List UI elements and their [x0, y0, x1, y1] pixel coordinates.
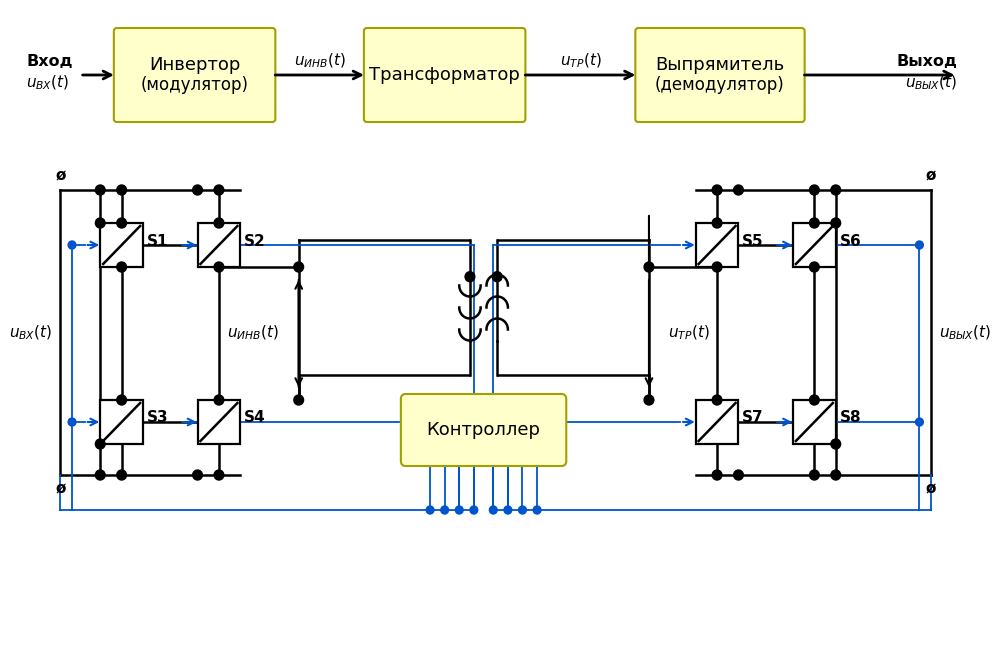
Circle shape — [95, 470, 105, 480]
Circle shape — [294, 262, 304, 272]
Circle shape — [712, 218, 722, 228]
Bar — [100, 223, 143, 267]
Circle shape — [117, 218, 127, 228]
Text: $u_{ВХ}(t)$: $u_{ВХ}(t)$ — [9, 324, 53, 342]
Text: $u_{ТР}(t)$: $u_{ТР}(t)$ — [559, 52, 601, 70]
Circle shape — [809, 185, 819, 195]
Text: ø: ø — [55, 168, 66, 183]
Circle shape — [644, 262, 653, 272]
Bar — [695, 223, 738, 267]
Text: $u_{ВХ}(t)$: $u_{ВХ}(t)$ — [26, 74, 70, 92]
Circle shape — [712, 262, 722, 272]
Circle shape — [68, 418, 76, 426]
Circle shape — [915, 418, 923, 426]
Text: S6: S6 — [839, 233, 861, 248]
Text: Трансформатор: Трансформатор — [370, 66, 520, 84]
Text: S7: S7 — [742, 411, 764, 426]
Circle shape — [117, 262, 127, 272]
FancyBboxPatch shape — [401, 394, 566, 466]
Text: ø: ø — [55, 482, 66, 497]
FancyBboxPatch shape — [364, 28, 525, 122]
Text: Инвертор: Инвертор — [149, 56, 241, 74]
Text: Выпрямитель: Выпрямитель — [655, 56, 784, 74]
Text: $u_{ТР}(t)$: $u_{ТР}(t)$ — [668, 324, 710, 342]
Circle shape — [831, 218, 840, 228]
Circle shape — [533, 506, 541, 514]
Circle shape — [712, 395, 722, 405]
Text: S1: S1 — [147, 233, 169, 248]
Text: Выход: Выход — [896, 53, 957, 68]
Circle shape — [294, 395, 304, 405]
Circle shape — [117, 395, 127, 405]
Text: (модулятор): (модулятор) — [141, 76, 249, 94]
Circle shape — [214, 218, 224, 228]
FancyBboxPatch shape — [635, 28, 804, 122]
Circle shape — [712, 470, 722, 480]
Circle shape — [831, 185, 840, 195]
Circle shape — [733, 185, 743, 195]
Circle shape — [831, 439, 840, 449]
Circle shape — [214, 395, 224, 405]
Text: S8: S8 — [839, 411, 861, 426]
Bar — [793, 400, 836, 444]
FancyBboxPatch shape — [114, 28, 276, 122]
Circle shape — [95, 218, 105, 228]
Circle shape — [117, 185, 127, 195]
Circle shape — [214, 185, 224, 195]
Text: $u_{ВЫХ}(t)$: $u_{ВЫХ}(t)$ — [939, 324, 991, 342]
Circle shape — [193, 185, 203, 195]
Circle shape — [733, 470, 743, 480]
Text: ø: ø — [926, 482, 936, 497]
Text: $u_{ВЫХ}(t)$: $u_{ВЫХ}(t)$ — [905, 74, 957, 92]
Circle shape — [441, 506, 449, 514]
Circle shape — [466, 272, 475, 281]
Circle shape — [95, 439, 105, 449]
Circle shape — [456, 506, 464, 514]
Circle shape — [644, 395, 653, 405]
Text: $u_{ИНВ}(t)$: $u_{ИНВ}(t)$ — [294, 52, 346, 70]
Circle shape — [809, 262, 819, 272]
Text: ø: ø — [926, 168, 936, 183]
Text: S5: S5 — [742, 233, 764, 248]
Text: S2: S2 — [244, 233, 266, 248]
Circle shape — [427, 506, 434, 514]
Text: (демодулятор): (демодулятор) — [655, 76, 785, 94]
Circle shape — [809, 470, 819, 480]
Text: S3: S3 — [147, 411, 169, 426]
Circle shape — [470, 506, 478, 514]
Circle shape — [518, 506, 526, 514]
Bar — [793, 223, 836, 267]
Circle shape — [712, 185, 722, 195]
Circle shape — [809, 395, 819, 405]
Circle shape — [831, 470, 840, 480]
Circle shape — [95, 185, 105, 195]
Circle shape — [193, 470, 203, 480]
Bar — [198, 400, 241, 444]
Circle shape — [493, 272, 502, 281]
Circle shape — [504, 506, 511, 514]
Circle shape — [68, 241, 76, 249]
Circle shape — [214, 470, 224, 480]
Bar — [695, 400, 738, 444]
Circle shape — [490, 506, 498, 514]
Text: Вход: Вход — [26, 53, 73, 68]
Circle shape — [809, 218, 819, 228]
Circle shape — [915, 241, 923, 249]
Bar — [100, 400, 143, 444]
Circle shape — [214, 262, 224, 272]
Text: S4: S4 — [244, 411, 266, 426]
Circle shape — [117, 470, 127, 480]
Bar — [198, 223, 241, 267]
Text: Контроллер: Контроллер — [427, 421, 540, 439]
Text: $u_{ИНВ}(t)$: $u_{ИНВ}(t)$ — [228, 324, 280, 342]
